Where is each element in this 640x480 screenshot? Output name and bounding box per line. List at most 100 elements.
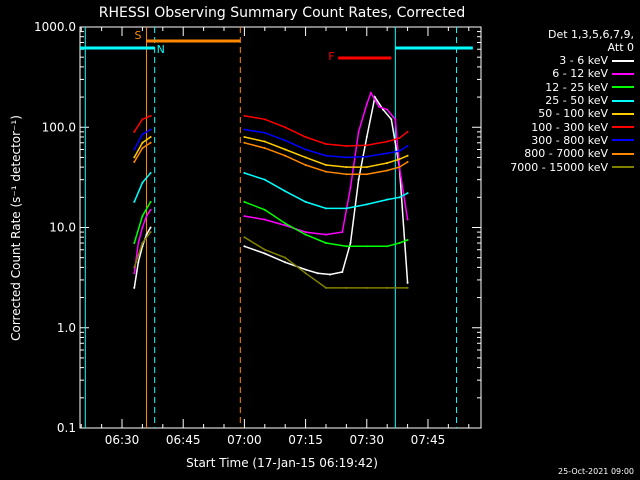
series-line <box>244 136 408 168</box>
data-point <box>243 236 246 239</box>
data-point <box>243 200 246 203</box>
data-point <box>365 203 368 206</box>
data-point <box>141 147 144 150</box>
legend-label: 3 - 6 keV <box>559 54 608 68</box>
x-axis-label: Start Time (17-Jan-15 06:19:42) <box>186 456 378 470</box>
data-point <box>141 118 144 121</box>
data-point <box>141 141 144 144</box>
state-bar-label: N <box>157 43 165 56</box>
legend-entry: 50 - 100 keV <box>484 107 634 120</box>
data-point <box>406 218 409 221</box>
series-line <box>133 115 151 133</box>
data-point <box>284 222 287 225</box>
plot-frame <box>79 26 482 429</box>
legend: Det 1,3,5,6,7,9, Att 0 3 - 6 keV 6 - 12 k… <box>484 28 634 174</box>
data-point <box>324 170 327 173</box>
data-point <box>137 261 140 264</box>
data-point <box>406 192 409 195</box>
legend-swatch <box>612 139 634 142</box>
data-point <box>133 200 136 203</box>
data-point <box>304 231 307 234</box>
data-point <box>365 173 368 176</box>
data-point <box>133 130 136 133</box>
series-line <box>244 115 409 147</box>
data-point <box>304 200 307 203</box>
data-point <box>324 143 327 146</box>
legend-label: 50 - 100 keV <box>538 107 608 121</box>
data-point <box>406 145 409 148</box>
legend-label: 7000 - 15000 keV <box>510 160 608 174</box>
data-point <box>243 128 246 131</box>
data-point <box>398 196 401 199</box>
data-point <box>357 178 360 181</box>
data-point <box>133 161 136 164</box>
legend-entry: 12 - 25 keV <box>484 81 634 94</box>
data-point <box>284 148 287 151</box>
data-point <box>324 242 327 245</box>
data-point <box>304 135 307 138</box>
legend-label: 12 - 25 keV <box>545 80 608 94</box>
series-line <box>244 142 408 175</box>
data-point <box>365 155 368 158</box>
timestamp-stamp: 25-Oct-2021 09:00 <box>558 467 634 476</box>
data-point <box>341 231 344 234</box>
x-tick-label: 07:00 <box>227 433 262 447</box>
data-point <box>149 231 152 234</box>
x-tick-label: 07:30 <box>349 433 384 447</box>
data-point <box>149 128 152 131</box>
data-point <box>149 208 152 211</box>
data-point <box>263 252 266 255</box>
data-point <box>141 226 144 229</box>
series-line <box>244 128 408 159</box>
data-point <box>386 140 389 143</box>
x-tick-label: 07:15 <box>288 433 323 447</box>
data-point <box>398 158 401 161</box>
plot-marks: S N F <box>80 27 473 428</box>
chart-title: RHESSI Observing Summary Count Rates, Co… <box>99 5 465 21</box>
series-line <box>244 236 408 289</box>
data-point <box>141 133 144 136</box>
data-point <box>398 149 401 152</box>
data-point <box>406 239 409 242</box>
data-point <box>145 233 148 236</box>
data-point <box>365 286 368 289</box>
series-line <box>133 201 152 244</box>
data-point <box>284 256 287 259</box>
data-point <box>149 226 152 229</box>
detector-note-line-2: Att 0 <box>607 41 634 54</box>
legend-label: 100 - 300 keV <box>531 120 608 134</box>
legend-swatch <box>612 99 634 102</box>
data-point <box>345 245 348 248</box>
data-point <box>406 286 409 289</box>
data-point <box>263 248 266 251</box>
data-point <box>406 161 409 164</box>
data-point <box>263 178 266 181</box>
y-tick-label: 1000.0 <box>34 20 76 34</box>
data-point <box>378 105 381 108</box>
legend-entry: 6 - 12 keV <box>484 67 634 80</box>
data-point <box>316 272 319 275</box>
data-point <box>386 108 389 111</box>
data-point <box>304 268 307 271</box>
legend-swatch <box>612 86 634 89</box>
data-point <box>133 156 136 159</box>
data-point <box>324 233 327 236</box>
data-point <box>243 171 246 174</box>
data-point <box>284 126 287 129</box>
data-point <box>304 272 307 275</box>
data-point <box>149 114 152 117</box>
legend-entry: 7000 - 15000 keV <box>484 160 634 174</box>
data-point <box>341 270 344 273</box>
data-point <box>398 166 401 169</box>
legend-entry: 100 - 300 keV <box>484 120 634 134</box>
series-line <box>133 172 152 203</box>
legend-swatch <box>612 126 634 129</box>
data-point <box>263 208 266 211</box>
data-point <box>386 286 389 289</box>
data-point <box>133 242 136 245</box>
data-point <box>304 164 307 167</box>
data-point <box>263 147 266 150</box>
data-point <box>324 286 327 289</box>
data-point <box>349 186 352 189</box>
series-line <box>244 201 408 248</box>
